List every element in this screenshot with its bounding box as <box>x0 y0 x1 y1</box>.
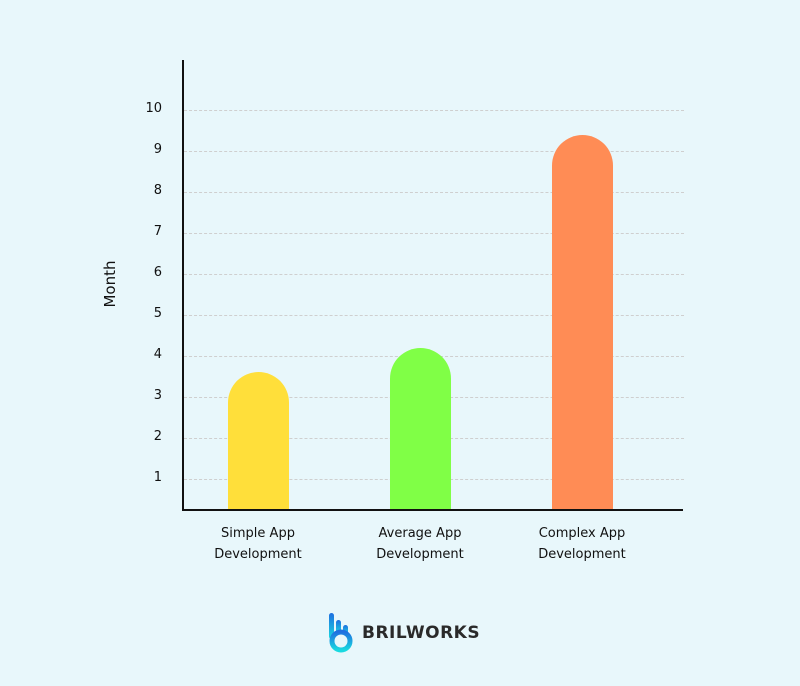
y-axis-label: Month <box>101 260 119 308</box>
y-axis-line <box>182 60 184 511</box>
bar-2 <box>551 134 613 510</box>
x-axis-line <box>182 509 683 511</box>
gridline <box>184 110 684 111</box>
gridline <box>184 274 684 275</box>
y-tick-label: 8 <box>153 183 162 198</box>
y-tick-label: 9 <box>153 142 162 157</box>
gridline <box>184 192 684 193</box>
x-tick-label: Average App Development <box>350 523 490 565</box>
x-tick-line: Complex App <box>538 526 626 541</box>
gridline <box>184 315 684 316</box>
gridline <box>184 233 684 234</box>
x-tick-label: Complex App Development <box>512 523 652 565</box>
brand-name: BRILWORKS <box>362 623 481 643</box>
brilworks-logo: BRILWORKS <box>328 612 480 654</box>
y-tick-label: 2 <box>153 429 162 444</box>
x-tick-line: Average App <box>378 526 462 541</box>
x-tick-line: Simple App <box>221 526 295 541</box>
y-tick-label: 6 <box>153 265 162 280</box>
brilworks-b-icon <box>329 613 353 653</box>
x-tick-label: Simple App Development <box>188 523 328 565</box>
y-tick-label: 1 <box>153 470 162 485</box>
x-tick-line: Development <box>538 547 626 562</box>
bar-1 <box>389 347 451 510</box>
x-tick-line: Development <box>376 547 464 562</box>
bar-0 <box>227 372 289 510</box>
x-tick-line: Development <box>214 547 302 562</box>
y-tick-label: 4 <box>153 347 162 362</box>
y-tick-label: 3 <box>153 388 162 403</box>
y-tick-label: 10 <box>145 101 162 116</box>
gridline <box>184 151 684 152</box>
y-tick-label: 5 <box>153 306 162 321</box>
y-tick-label: 7 <box>153 224 162 239</box>
